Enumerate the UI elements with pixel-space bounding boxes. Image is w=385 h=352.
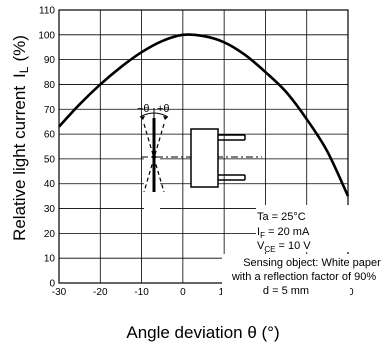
sensor-diagram: −θ +θ [137, 103, 262, 232]
x-tick-label: -10 [134, 287, 149, 298]
sensing-background [222, 254, 350, 296]
y-tick-label: 50 [44, 154, 56, 165]
y-tick-label: 100 [38, 30, 55, 41]
diagram-object-clearance [144, 140, 160, 232]
y-tick-label: 10 [44, 254, 56, 265]
x-tick-label: 0 [180, 287, 186, 298]
y-tick-label: 0 [49, 279, 55, 290]
x-tick-label: -30 [52, 287, 67, 298]
if-label: IF = 20 mA [257, 226, 310, 240]
y-tick-label: 110 [39, 6, 55, 17]
conditions-annotation: Ta = 25°C IF = 20 mA VCE = 10 V Sensing … [222, 205, 381, 297]
reflection-factor-label: with a reflection factor of 90% [231, 271, 377, 283]
theta-plus-label: +θ [157, 103, 170, 115]
series-line-relative-light-current [58, 33, 350, 197]
y-tick-label: 20 [44, 229, 56, 240]
sensor-body [190, 128, 219, 188]
y-tick-label: 40 [44, 179, 56, 190]
conditions-background [256, 205, 350, 252]
arc-arrow-right [163, 116, 168, 120]
vce-label: VCE = 10 V [257, 240, 311, 254]
plot-frame [58, 9, 349, 284]
distance-label: d = 5 mm [263, 285, 309, 297]
y-tick-label: 60 [44, 130, 56, 141]
ta-label: Ta = 25°C [257, 211, 306, 223]
rotation-pivot [152, 155, 156, 159]
theta-minus-label: −θ [137, 103, 150, 115]
y-axis-title: Relative light currentIL(%) [10, 35, 31, 241]
x-tick-label: -20 [93, 287, 108, 298]
y-tick-label: 80 [44, 80, 56, 91]
sensing-object-label: Sensing object: White paper [243, 257, 381, 269]
arc-arrow-left [140, 116, 145, 120]
y-tick-label: 70 [44, 105, 56, 116]
y-tick-label: 30 [44, 204, 56, 215]
y-tick-label: 90 [44, 55, 56, 66]
x-axis-title: Angle deviation θ (°) [126, 323, 279, 342]
